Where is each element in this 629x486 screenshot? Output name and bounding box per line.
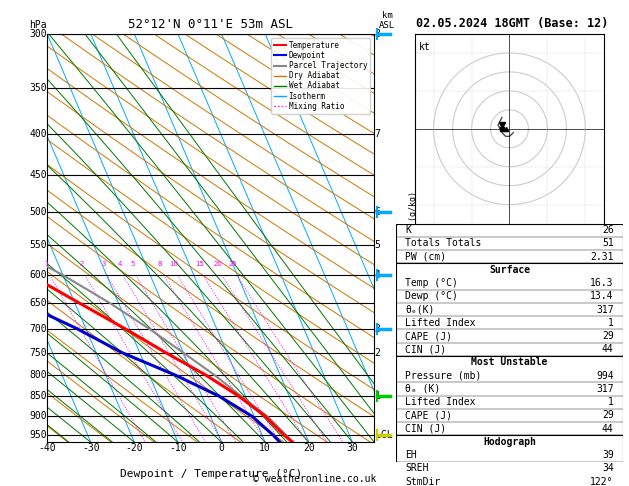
Text: 34: 34 (602, 463, 614, 473)
Text: Pressure (mb): Pressure (mb) (405, 371, 482, 381)
Text: 900: 900 (29, 411, 47, 421)
Text: 0: 0 (219, 443, 225, 452)
Text: 7: 7 (375, 129, 381, 139)
Bar (396, 435, 623, 486)
Bar (396, 224, 623, 263)
Text: 317: 317 (596, 305, 614, 314)
Text: PW (cm): PW (cm) (405, 252, 447, 261)
Text: 3: 3 (375, 324, 381, 334)
Text: 450: 450 (29, 170, 47, 180)
Text: 6: 6 (375, 207, 381, 217)
Text: kt: kt (418, 42, 430, 52)
Text: Most Unstable: Most Unstable (471, 358, 548, 367)
Text: Mixing Ratio (g/kg): Mixing Ratio (g/kg) (409, 191, 418, 286)
Text: 750: 750 (29, 348, 47, 358)
Text: 2: 2 (79, 261, 84, 267)
Bar (396, 263, 623, 356)
Text: 8: 8 (375, 29, 381, 39)
Text: Lifted Index: Lifted Index (405, 397, 476, 407)
Text: 44: 44 (602, 424, 614, 434)
Text: Lifted Index: Lifted Index (405, 318, 476, 328)
Text: 02.05.2024 18GMT (Base: 12): 02.05.2024 18GMT (Base: 12) (416, 17, 609, 30)
Text: -40: -40 (38, 443, 56, 452)
Text: -10: -10 (169, 443, 187, 452)
Text: 16.3: 16.3 (590, 278, 614, 288)
Text: StmDir: StmDir (405, 477, 440, 486)
Text: K: K (405, 225, 411, 235)
Text: 1: 1 (44, 261, 48, 267)
Text: 300: 300 (29, 29, 47, 39)
Text: 10: 10 (259, 443, 271, 452)
Text: 8: 8 (158, 261, 162, 267)
Text: 2.31: 2.31 (590, 252, 614, 261)
Text: CAPE (J): CAPE (J) (405, 410, 452, 420)
Text: 650: 650 (29, 298, 47, 308)
Text: 29: 29 (602, 410, 614, 420)
Text: CAPE (J): CAPE (J) (405, 331, 452, 341)
Text: 44: 44 (602, 344, 614, 354)
Text: 122°: 122° (590, 477, 614, 486)
Text: 700: 700 (29, 324, 47, 334)
Title: 52°12'N 0°11'E 53m ASL: 52°12'N 0°11'E 53m ASL (128, 18, 293, 32)
Text: 51: 51 (602, 239, 614, 248)
Text: 25: 25 (229, 261, 238, 267)
Text: 5: 5 (130, 261, 135, 267)
Text: 317: 317 (596, 384, 614, 394)
Text: 39: 39 (602, 450, 614, 460)
Text: 29: 29 (602, 331, 614, 341)
Text: Hodograph: Hodograph (483, 437, 536, 447)
Text: Dewp (°C): Dewp (°C) (405, 291, 458, 301)
Text: © weatheronline.co.uk: © weatheronline.co.uk (253, 473, 376, 484)
Text: Dewpoint / Temperature (°C): Dewpoint / Temperature (°C) (120, 469, 302, 479)
Text: EH: EH (405, 450, 417, 460)
Text: 800: 800 (29, 370, 47, 380)
Text: 20: 20 (214, 261, 223, 267)
Text: 4: 4 (375, 270, 381, 280)
Text: 600: 600 (29, 270, 47, 280)
Text: CIN (J): CIN (J) (405, 424, 447, 434)
Text: -20: -20 (126, 443, 143, 452)
Legend: Temperature, Dewpoint, Parcel Trajectory, Dry Adiabat, Wet Adiabat, Isotherm, Mi: Temperature, Dewpoint, Parcel Trajectory… (271, 38, 370, 114)
Text: km
ASL: km ASL (379, 11, 396, 30)
Text: Totals Totals: Totals Totals (405, 239, 482, 248)
Text: 20: 20 (303, 443, 314, 452)
Text: Surface: Surface (489, 265, 530, 275)
Text: 1: 1 (375, 391, 381, 401)
Text: 500: 500 (29, 207, 47, 217)
Text: 3: 3 (101, 261, 106, 267)
Text: 13.4: 13.4 (590, 291, 614, 301)
Text: 2: 2 (375, 348, 381, 358)
Text: SREH: SREH (405, 463, 429, 473)
Text: θₑ(K): θₑ(K) (405, 305, 435, 314)
Text: 850: 850 (29, 391, 47, 401)
Text: 1: 1 (608, 397, 614, 407)
Text: 950: 950 (29, 430, 47, 440)
Text: 1: 1 (608, 318, 614, 328)
Text: 26: 26 (602, 225, 614, 235)
Text: 5: 5 (375, 240, 381, 250)
Text: CIN (J): CIN (J) (405, 344, 447, 354)
Text: 10: 10 (169, 261, 178, 267)
Text: LCL: LCL (375, 430, 392, 440)
Text: Temp (°C): Temp (°C) (405, 278, 458, 288)
Text: 15: 15 (195, 261, 204, 267)
Text: 400: 400 (29, 129, 47, 139)
Text: 30: 30 (347, 443, 359, 452)
Text: θₑ (K): θₑ (K) (405, 384, 440, 394)
Text: 550: 550 (29, 240, 47, 250)
Text: 994: 994 (596, 371, 614, 381)
Text: 350: 350 (29, 83, 47, 93)
Bar (396, 356, 623, 435)
Text: -30: -30 (82, 443, 99, 452)
Text: 4: 4 (117, 261, 121, 267)
Text: hPa: hPa (29, 20, 47, 30)
